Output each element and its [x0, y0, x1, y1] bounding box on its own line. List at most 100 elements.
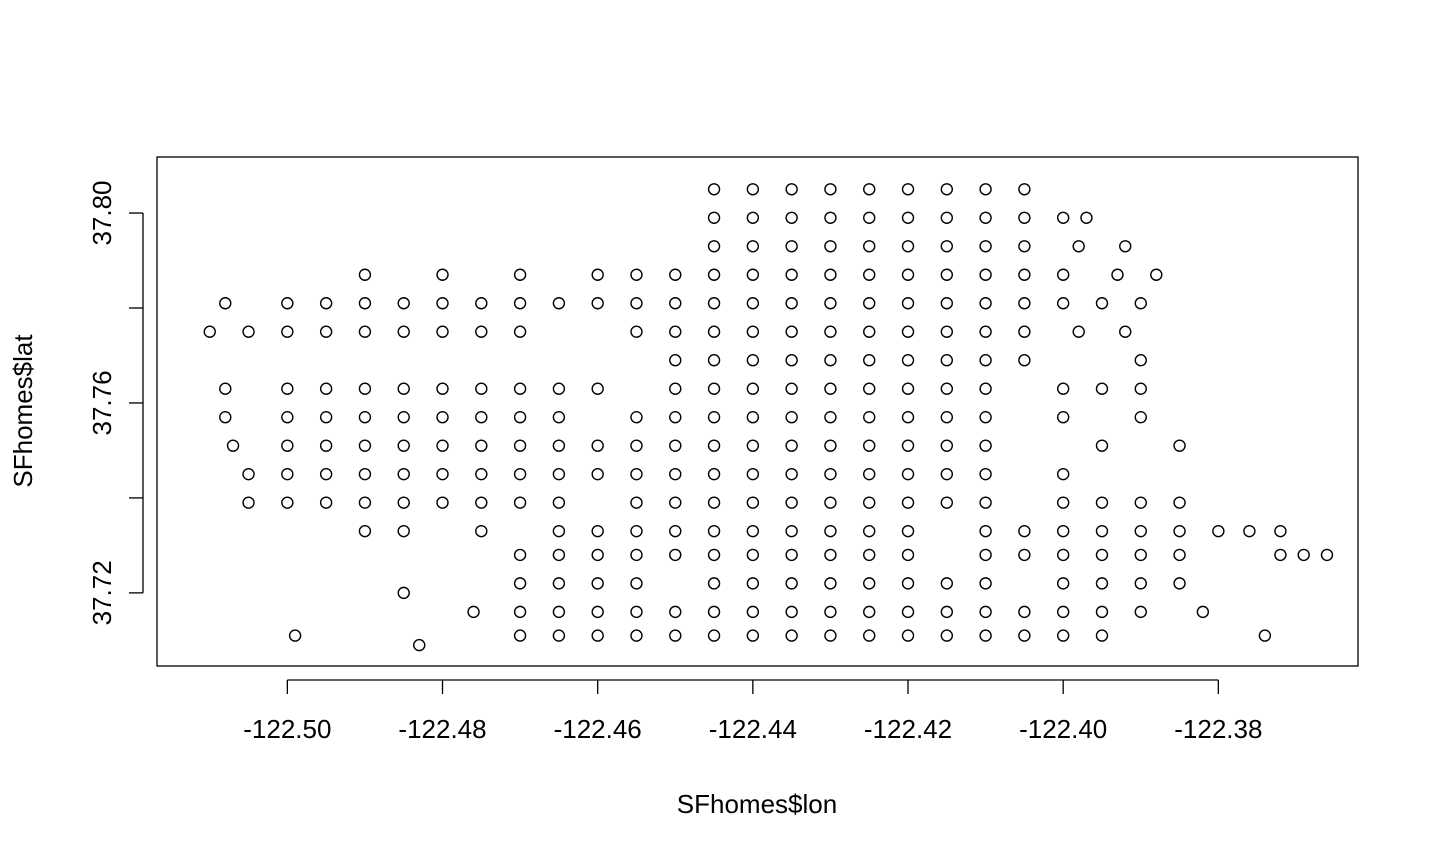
point	[979, 325, 992, 338]
point	[940, 605, 954, 619]
point	[1095, 548, 1109, 562]
point	[707, 467, 721, 481]
point	[979, 211, 992, 224]
point	[1095, 605, 1109, 619]
point	[1056, 629, 1070, 642]
point	[746, 268, 760, 281]
point	[863, 410, 876, 424]
point	[1095, 577, 1109, 590]
point	[552, 605, 566, 619]
point	[669, 629, 682, 642]
point	[591, 439, 604, 452]
point	[824, 496, 837, 509]
point	[979, 410, 992, 424]
point	[940, 240, 954, 253]
point	[1056, 496, 1070, 509]
point	[824, 240, 837, 253]
point	[475, 496, 488, 509]
point	[746, 496, 760, 509]
point	[940, 439, 954, 452]
point	[901, 629, 915, 642]
point	[203, 325, 216, 338]
point	[1056, 297, 1070, 310]
point	[979, 240, 992, 253]
point	[901, 496, 915, 509]
point	[1274, 548, 1287, 562]
point	[707, 605, 721, 619]
point	[1173, 548, 1186, 562]
point	[746, 354, 760, 367]
point	[901, 325, 915, 338]
point	[397, 325, 410, 338]
point	[281, 382, 294, 395]
point	[863, 524, 876, 538]
point	[785, 297, 798, 310]
point	[669, 439, 682, 452]
point	[513, 605, 527, 619]
point	[467, 605, 480, 619]
point	[1095, 496, 1109, 509]
point	[979, 354, 992, 367]
point	[746, 325, 760, 338]
point	[630, 268, 643, 281]
point	[901, 211, 915, 224]
point	[219, 382, 232, 395]
point	[1320, 548, 1334, 562]
point	[1018, 605, 1031, 619]
point	[319, 496, 333, 509]
point	[630, 548, 643, 562]
point	[1173, 577, 1186, 590]
point	[552, 382, 566, 395]
point	[707, 354, 721, 367]
point	[1056, 268, 1070, 281]
point	[863, 629, 876, 642]
point	[358, 268, 372, 281]
point	[219, 410, 232, 424]
point	[591, 382, 604, 395]
point	[901, 297, 915, 310]
point	[513, 439, 527, 452]
point	[358, 439, 372, 452]
point	[591, 605, 604, 619]
point	[669, 325, 682, 338]
point	[436, 382, 449, 395]
point	[863, 382, 876, 395]
point	[436, 297, 449, 310]
point	[1134, 382, 1147, 395]
point	[824, 410, 837, 424]
point	[475, 325, 488, 338]
point	[785, 268, 798, 281]
point	[397, 439, 410, 452]
point	[552, 467, 566, 481]
point	[1134, 496, 1147, 509]
x-tick-label: -122.50	[243, 714, 331, 744]
point	[863, 439, 876, 452]
point	[979, 439, 992, 452]
point	[979, 183, 992, 196]
point	[319, 410, 333, 424]
point	[1072, 240, 1085, 253]
point	[591, 548, 604, 562]
point	[475, 467, 488, 481]
point	[436, 439, 449, 452]
point	[824, 382, 837, 395]
point	[1134, 297, 1147, 310]
point	[785, 325, 798, 338]
point	[513, 577, 527, 590]
point	[591, 629, 604, 642]
point	[785, 577, 798, 590]
point	[669, 268, 682, 281]
point	[552, 297, 566, 310]
point	[319, 467, 333, 481]
point	[281, 496, 294, 509]
point	[475, 524, 488, 538]
point	[824, 439, 837, 452]
point	[707, 524, 721, 538]
point	[1134, 605, 1147, 619]
point	[358, 524, 372, 538]
point	[1056, 605, 1070, 619]
point	[1258, 629, 1272, 642]
point	[1095, 629, 1109, 642]
point	[358, 325, 372, 338]
